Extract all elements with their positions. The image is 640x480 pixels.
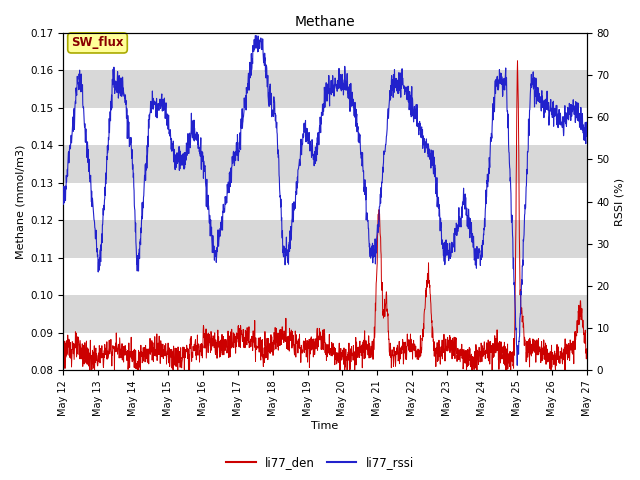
X-axis label: Time: Time (312, 421, 339, 432)
Bar (63, 183, 587, 220)
Title: Methane: Methane (294, 15, 355, 29)
Legend: li77_den, li77_rssi: li77_den, li77_rssi (221, 452, 419, 474)
Bar (63, 108, 587, 145)
Text: SW_flux: SW_flux (71, 36, 124, 49)
Y-axis label: RSSI (%): RSSI (%) (615, 178, 625, 226)
Y-axis label: Methane (mmol/m3): Methane (mmol/m3) (15, 144, 25, 259)
Bar (63, 33, 587, 71)
Bar (63, 258, 587, 295)
Bar (63, 333, 587, 370)
